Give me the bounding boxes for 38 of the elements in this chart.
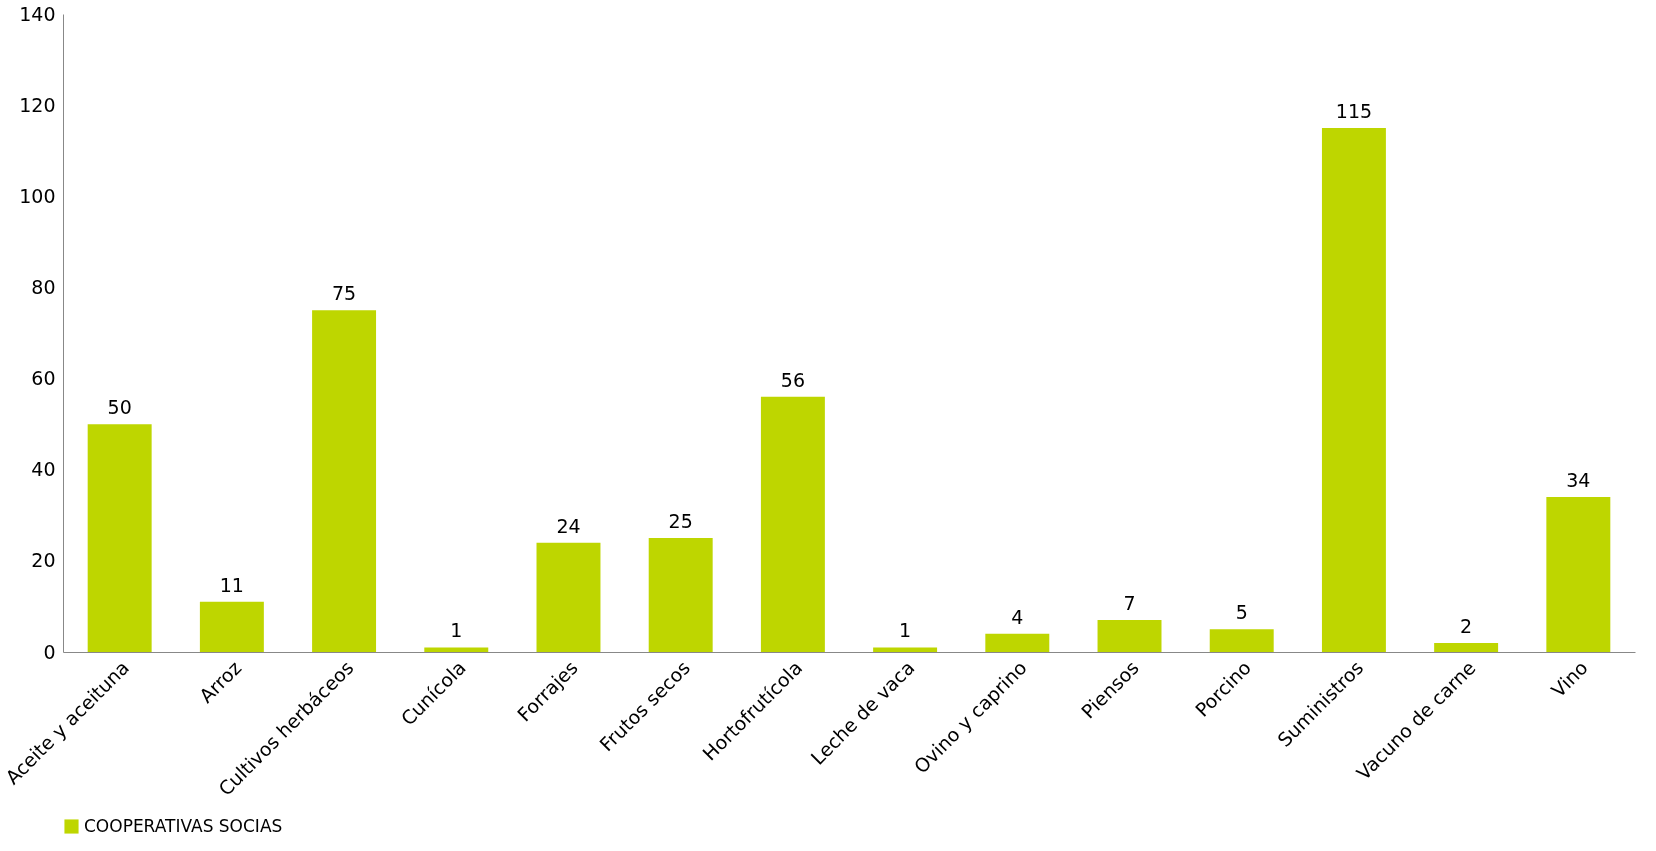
bar [985, 633, 1050, 652]
data-label: 7 [1123, 592, 1136, 615]
y-tick-label: 60 [31, 367, 56, 390]
data-label: 56 [780, 368, 805, 391]
y-tick-label: 80 [31, 275, 56, 298]
bar [536, 542, 601, 652]
y-tick-label: 40 [31, 458, 56, 481]
bar [1546, 497, 1611, 652]
bar [873, 647, 938, 652]
data-label: 50 [107, 396, 132, 419]
y-tick-label: 0 [43, 640, 56, 663]
bar [648, 538, 713, 652]
y-tick-label: 100 [19, 184, 56, 207]
bar [424, 647, 489, 652]
x-tick-label: Vino [1546, 656, 1592, 702]
bar [1097, 620, 1162, 652]
data-label: 1 [899, 619, 912, 642]
bar [1321, 127, 1386, 652]
bar [760, 396, 825, 652]
legend-label: COOPERATIVAS SOCIAS [84, 815, 283, 836]
bar [1434, 642, 1499, 652]
bar [1209, 629, 1274, 652]
bar [199, 601, 264, 652]
data-label: 24 [556, 514, 581, 537]
data-label: 1 [450, 619, 463, 642]
data-label: 115 [1335, 99, 1373, 122]
data-label: 2 [1460, 614, 1473, 637]
bar [87, 424, 152, 652]
bar [312, 310, 377, 652]
y-tick-label: 20 [31, 549, 56, 572]
data-label: 4 [1011, 605, 1024, 628]
data-label: 5 [1235, 601, 1248, 624]
data-label: 34 [1566, 469, 1591, 492]
data-label: 11 [219, 573, 244, 596]
data-label: 75 [331, 282, 357, 305]
y-tick-label: 140 [19, 2, 56, 25]
data-label: 25 [668, 510, 693, 533]
y-tick-label: 120 [19, 93, 56, 116]
